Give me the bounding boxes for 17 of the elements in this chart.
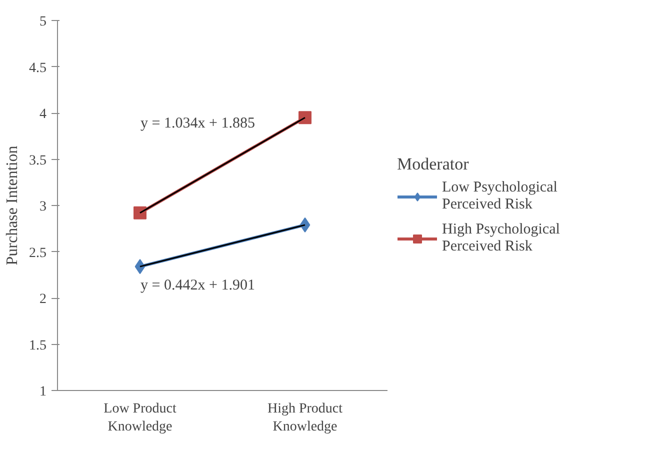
legend-title: Moderator xyxy=(397,154,470,174)
annotation: y = 0.442x + 1.901 xyxy=(140,277,255,294)
y-tick-label: 5 xyxy=(40,14,46,30)
y-axis-title: Purchase Intention xyxy=(4,146,21,266)
y-tick-label: 4.5 xyxy=(29,60,46,76)
x-tick-label: High Product Knowledge xyxy=(267,402,343,434)
y-tick-label: 1 xyxy=(40,384,46,400)
y-tick-label: 4 xyxy=(40,107,46,122)
legend-label: High Psychological Perceived Risk xyxy=(442,222,560,256)
annotation: y = 1.034x + 1.885 xyxy=(140,116,255,132)
y-tick-label: 3 xyxy=(40,200,46,214)
x-tick-label: Low Product Knowledge xyxy=(104,402,176,434)
y-tick-label: 1.5 xyxy=(29,338,46,354)
legend-label: Low Psychological Perceived Risk xyxy=(442,180,558,214)
y-tick-label: 2 xyxy=(40,292,46,307)
y-tick-label: 2.5 xyxy=(29,246,46,261)
y-tick-label: 3.5 xyxy=(29,153,46,168)
